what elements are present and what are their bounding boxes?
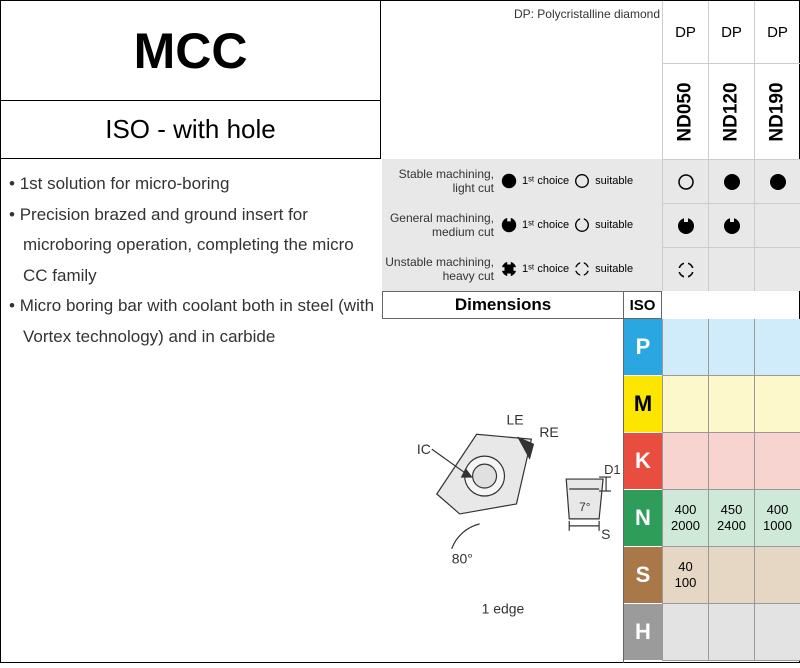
grade-header: DP bbox=[708, 1, 754, 63]
iso-data-cell bbox=[754, 433, 800, 490]
label-ic: IC bbox=[417, 441, 431, 457]
machining-cell bbox=[754, 159, 800, 203]
bullet-item: Precision brazed and ground insert for m… bbox=[9, 200, 379, 292]
filled-circle-icon bbox=[500, 172, 518, 190]
machining-cell bbox=[662, 159, 708, 203]
iso-data-cell bbox=[708, 319, 754, 376]
title-text: MCC bbox=[134, 22, 248, 80]
product-title: MCC bbox=[1, 1, 381, 101]
iso-data-cell bbox=[708, 547, 754, 604]
iso-letter-P: P bbox=[624, 319, 662, 376]
label-le: LE bbox=[506, 411, 523, 427]
iso-data-cell bbox=[662, 433, 708, 490]
machining-cell bbox=[754, 247, 800, 291]
dimensions-header: Dimensions bbox=[382, 291, 624, 319]
iso-data-cell bbox=[708, 376, 754, 433]
label-d1: D1 bbox=[604, 462, 621, 477]
machining-cell bbox=[708, 203, 754, 247]
legend-label: General machining,medium cut bbox=[382, 211, 500, 240]
legend-label: Unstable machining,heavy cut bbox=[382, 255, 500, 284]
edge-label: 1 edge bbox=[482, 600, 525, 616]
machining-cell bbox=[662, 203, 708, 247]
grade-code: ND120 bbox=[708, 63, 754, 159]
iso-letter-H: H bbox=[624, 604, 662, 661]
machining-cell bbox=[708, 159, 754, 203]
bullet-item: Micro boring bar with coolant both in st… bbox=[9, 291, 379, 352]
iso-data-cell bbox=[754, 604, 800, 661]
filled-cross-icon bbox=[500, 260, 518, 278]
machining-legend: Stable machining,light cut 1ˢᵗ choice su… bbox=[382, 159, 662, 291]
iso-data-cell: 4001000 bbox=[754, 490, 800, 547]
feature-bullets: 1st solution for micro-boring Precision … bbox=[9, 169, 379, 353]
iso-data-cell bbox=[662, 376, 708, 433]
filled-notch-icon bbox=[500, 216, 518, 234]
iso-data-cell bbox=[754, 319, 800, 376]
iso-data-cell bbox=[754, 376, 800, 433]
iso-letter-M: M bbox=[624, 376, 662, 433]
grade-header: DP bbox=[754, 1, 800, 63]
iso-data-cell bbox=[662, 604, 708, 661]
machining-cell bbox=[662, 247, 708, 291]
label-re: RE bbox=[539, 424, 558, 440]
open-circle-icon bbox=[573, 172, 591, 190]
grade-header: DP bbox=[662, 1, 708, 63]
iso-letter-K: K bbox=[624, 433, 662, 490]
grade-code: ND190 bbox=[754, 63, 800, 159]
iso-letter-N: N bbox=[624, 490, 662, 547]
iso-data-cell bbox=[708, 604, 754, 661]
iso-header: ISO bbox=[624, 291, 662, 319]
bullet-item: 1st solution for micro-boring bbox=[9, 169, 379, 200]
iso-data-cell bbox=[708, 433, 754, 490]
insert-diagram: LE RE IC 80° D1 7° S 1 edge bbox=[382, 319, 624, 663]
subtitle-text: ISO - with hole bbox=[105, 114, 276, 145]
machining-cell bbox=[754, 203, 800, 247]
dp-note: DP: Polycristalline diamond bbox=[385, 7, 660, 21]
label-80: 80° bbox=[452, 551, 473, 567]
iso-data-cell: 4502400 bbox=[708, 490, 754, 547]
iso-data-cell: 40100 bbox=[662, 547, 708, 604]
open-cross-icon bbox=[573, 260, 591, 278]
iso-data-cell: 4002000 bbox=[662, 490, 708, 547]
legend-label: Stable machining,light cut bbox=[382, 167, 500, 196]
iso-data-cell bbox=[754, 547, 800, 604]
product-subtitle: ISO - with hole bbox=[1, 101, 381, 159]
iso-letter-S: S bbox=[624, 547, 662, 604]
grade-code: ND050 bbox=[662, 63, 708, 159]
open-notch-icon bbox=[573, 216, 591, 234]
label-s: S bbox=[601, 526, 610, 542]
label-7: 7° bbox=[579, 500, 591, 514]
iso-data-cell bbox=[662, 319, 708, 376]
machining-cell bbox=[708, 247, 754, 291]
